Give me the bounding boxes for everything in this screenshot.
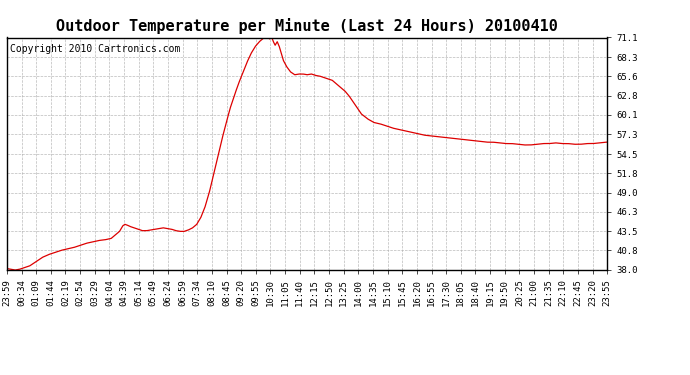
Text: Copyright 2010 Cartronics.com: Copyright 2010 Cartronics.com: [10, 45, 180, 54]
Title: Outdoor Temperature per Minute (Last 24 Hours) 20100410: Outdoor Temperature per Minute (Last 24 …: [56, 18, 558, 33]
